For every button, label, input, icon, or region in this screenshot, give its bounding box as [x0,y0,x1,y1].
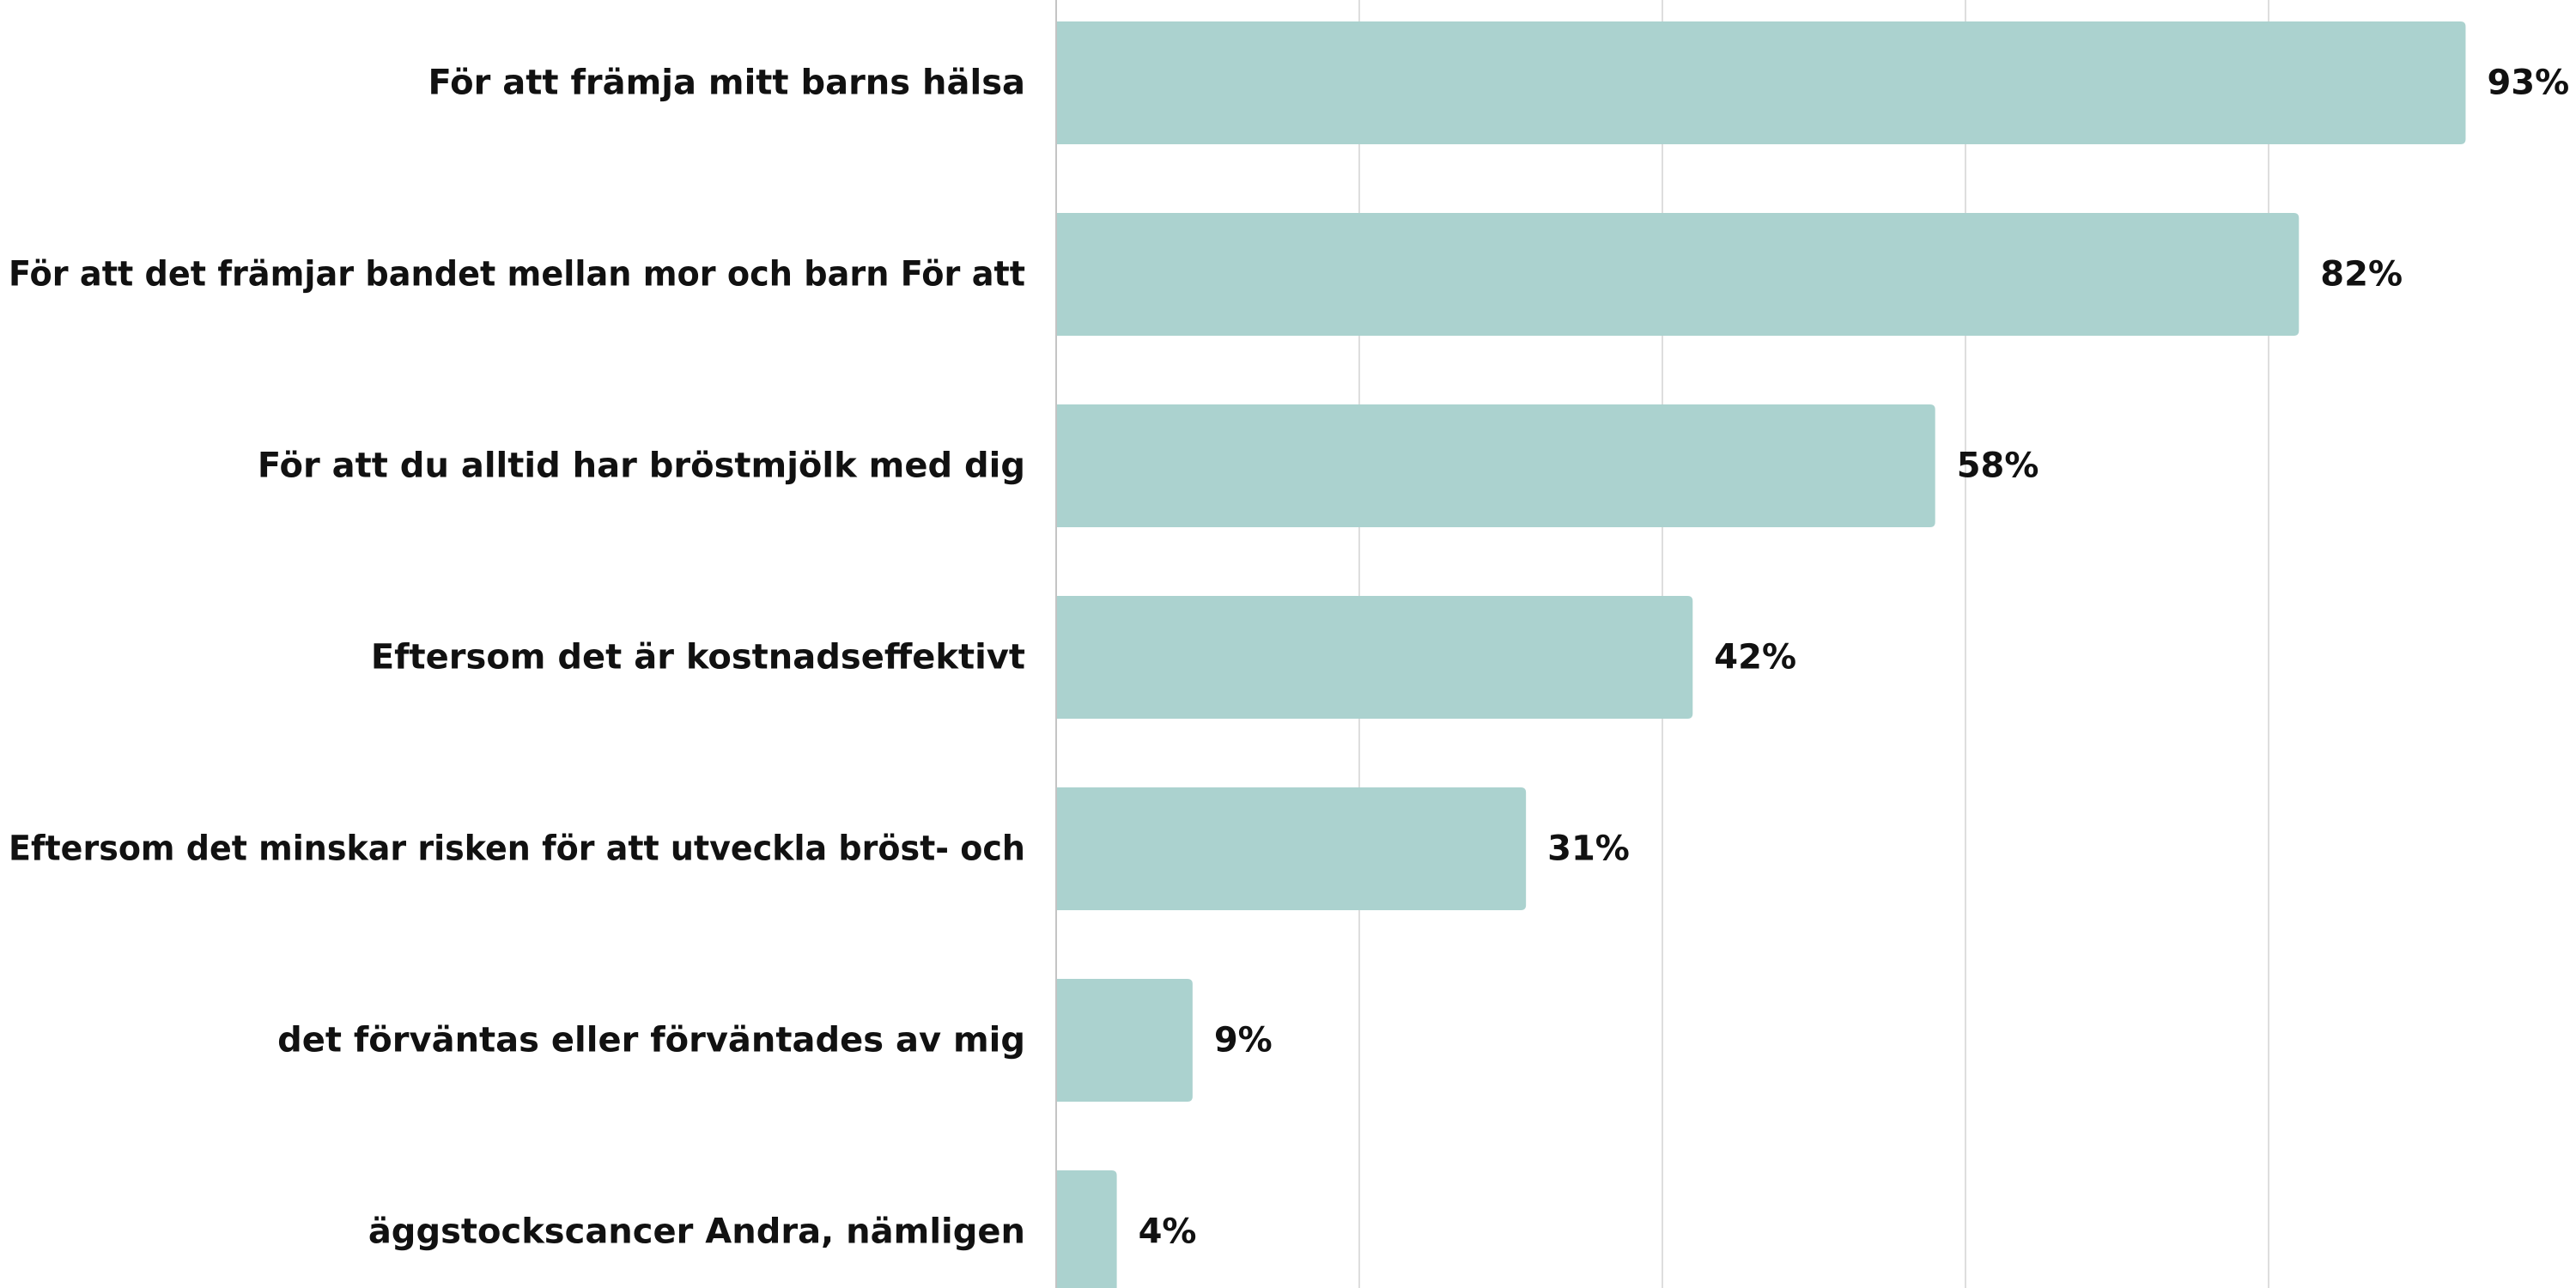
value-label: 58% [1957,447,2039,486]
bar [1056,979,1193,1102]
value-label: 93% [2487,64,2569,103]
category-label: För att främja mitt barns hälsa [428,64,1025,103]
value-label: 82% [2320,255,2403,295]
value-label: 31% [1547,829,1630,869]
value-labels: 93% 82% 58% 42% 31% 9% 4% [1139,64,2570,1252]
category-label: För att det främjar bandet mellan mor oc… [9,255,1025,295]
bar [1056,1170,1117,1288]
category-label: äggstockscancer Andra, nämligen [368,1212,1025,1252]
category-labels: För att främja mitt barns hälsa För att d… [9,64,1025,1252]
category-label: För att du alltid har bröstmjölk med dig [258,447,1025,486]
bar [1056,404,1935,527]
value-label: 42% [1714,638,1796,677]
bar [1056,787,1527,910]
bars [1056,21,2466,1288]
value-label: 4% [1139,1212,1197,1252]
value-label: 9% [1214,1021,1273,1060]
category-label: Eftersom det är kostnadseffektivt [371,638,1025,677]
bar [1056,213,2300,336]
bar [1056,21,2466,144]
category-label: Eftersom det minskar risken för att utve… [9,829,1025,869]
category-label: det förväntas eller förväntades av mig [277,1021,1025,1060]
bar [1056,596,1693,719]
